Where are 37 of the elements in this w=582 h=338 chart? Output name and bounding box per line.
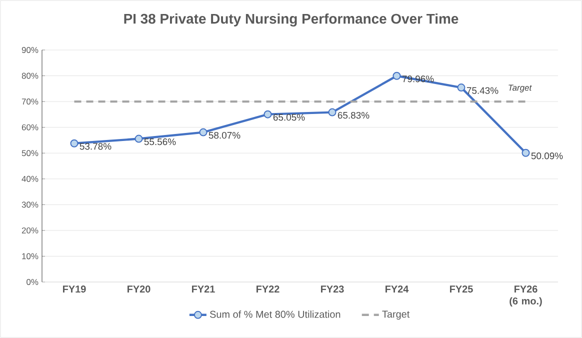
y-tick-label: 30% [22,202,38,208]
x-tick-label: FY26 (6 mo.) [510,286,542,306]
y-tick-label: 0% [26,279,38,285]
x-tick-label: FY25 [450,286,473,293]
y-tick-label: 60% [22,124,38,130]
data-label: 55.56% [144,138,176,146]
annotation: Target [508,84,532,92]
data-label: 75.43% [466,87,498,94]
data-label: 53.78% [80,143,112,150]
x-tick-label: FY20 [128,286,150,293]
y-tick-label: 70% [22,98,38,105]
point [199,128,208,136]
x-tick-label: FY19 [63,286,86,293]
y-tick-label: 50% [22,150,38,156]
chart-title: PI 38 Private Duty Nursing Performance Over Time [124,13,458,27]
data-label: 50.09% [531,152,563,160]
x-tick-label: FY22 [256,286,280,292]
x-tick-label: FY21 [192,286,215,292]
data-label: 58.07% [208,132,240,139]
x-tick-label: FY24 [386,286,409,292]
data-label: 65.83% [338,112,370,119]
point [70,139,78,148]
point [328,108,336,116]
y-tick-label: 20% [22,227,38,234]
x-tick-label: FY23 [321,286,344,293]
point [134,134,143,143]
legend-label: Sum of % Met 80% Utilization [210,310,340,318]
data-label: 65.05% [273,114,305,121]
y-tick-label: 90% [22,47,38,53]
legend-label: Target [382,310,410,320]
y-tick-label: 40% [22,176,38,182]
point [392,72,401,80]
y-tick-label: 80% [22,72,38,79]
point [522,148,530,157]
point [264,110,272,118]
y-tick-label: 10% [22,253,38,260]
point [457,84,466,92]
